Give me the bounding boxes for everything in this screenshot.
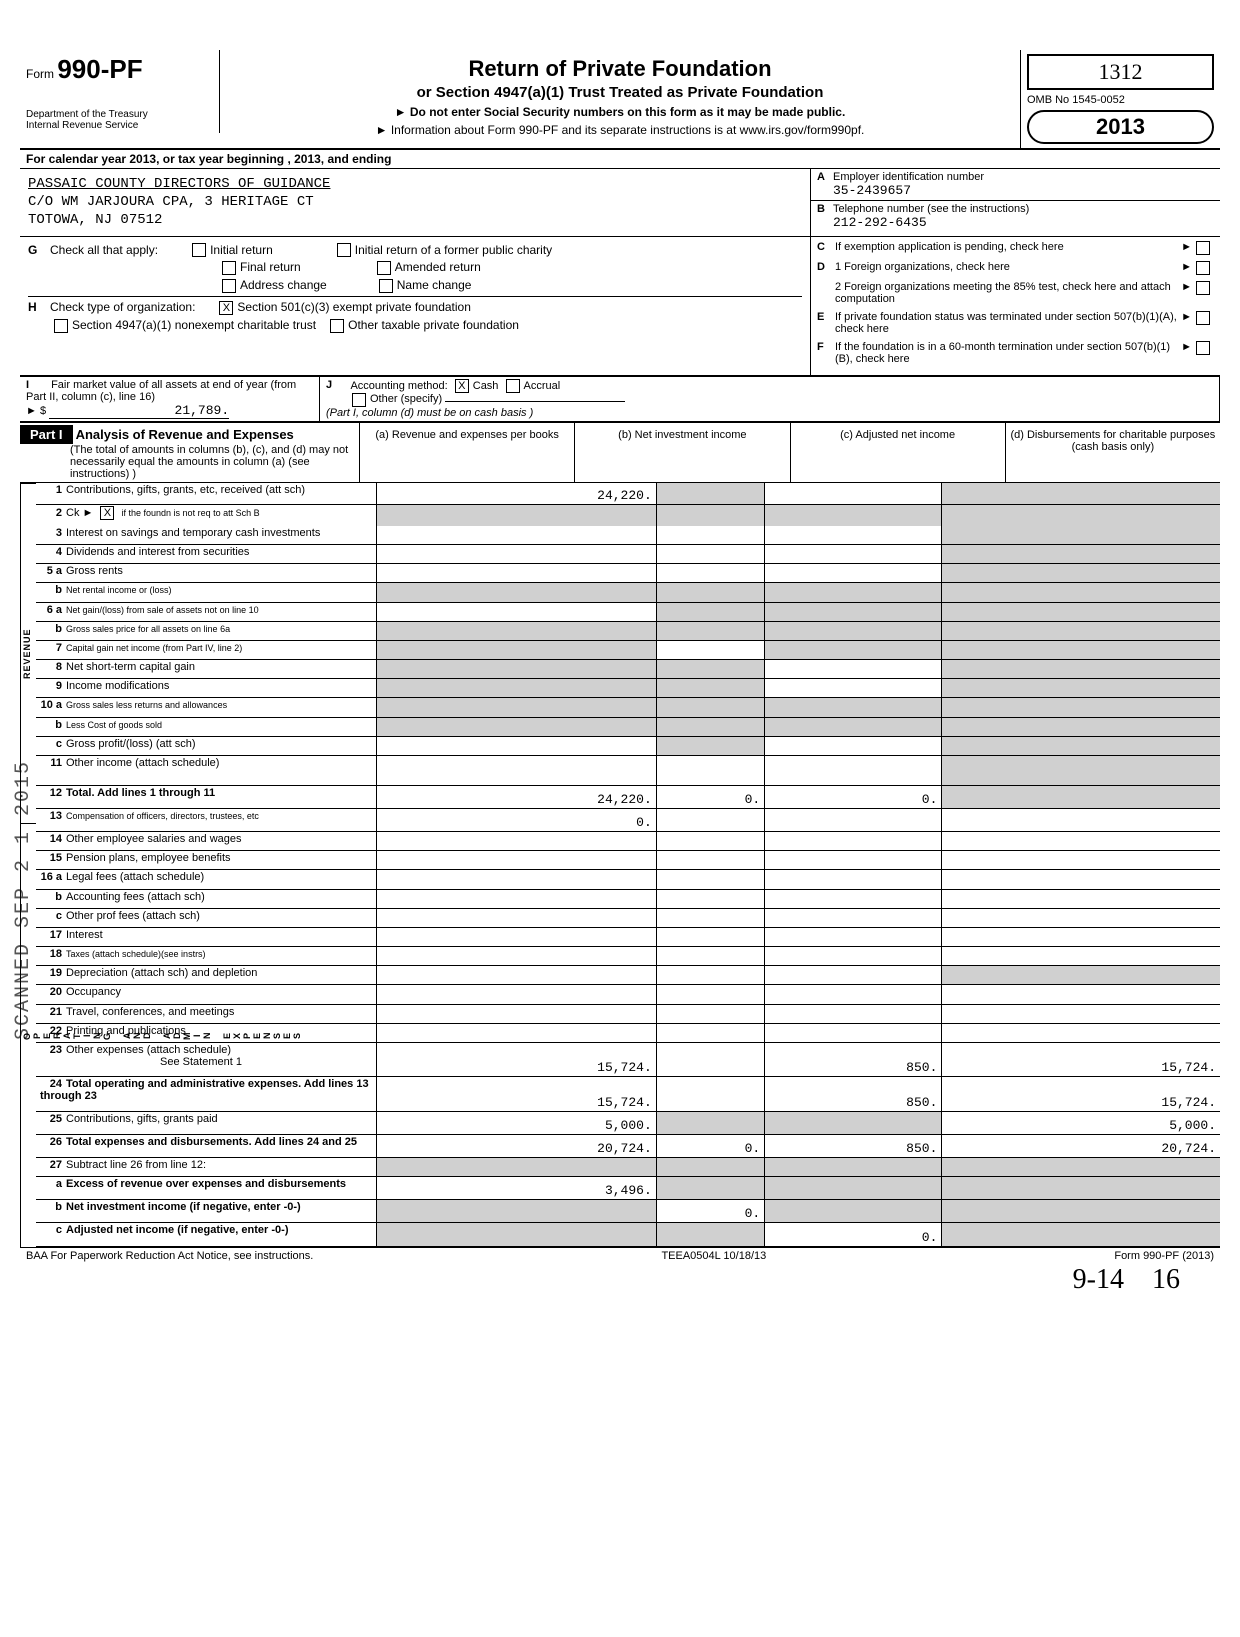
cb-D1[interactable] <box>1196 261 1210 275</box>
fmv-row: I Fair market value of all assets at end… <box>20 376 1220 423</box>
label-I: I <box>26 379 48 391</box>
check-section: G Check all that apply: Initial return I… <box>20 237 1220 376</box>
label-J: J <box>326 379 348 391</box>
label-C: C <box>817 241 835 253</box>
label-H: H <box>28 300 50 314</box>
col-b-head: (b) Net investment income <box>575 423 790 482</box>
form-subtitle: or Section 4947(a)(1) Trust Treated as P… <box>228 84 1012 101</box>
handwritten-bottom: 9-14 16 <box>20 1264 1220 1296</box>
org-name: PASSAIC COUNTY DIRECTORS OF GUIDANCE <box>28 175 802 193</box>
part1-header: Part I Analysis of Revenue and Expenses … <box>20 423 1220 483</box>
cb-other-method[interactable] <box>352 393 366 407</box>
cb-F[interactable] <box>1196 341 1210 355</box>
cb-other-taxable[interactable] <box>330 319 344 333</box>
tel-label: Telephone number (see the instructions) <box>833 203 1214 215</box>
label-A: A <box>817 171 833 198</box>
ein-label: Employer identification number <box>833 171 1214 183</box>
col-a-head: (a) Revenue and expenses per books <box>360 423 575 482</box>
cb-accrual[interactable] <box>506 379 520 393</box>
label-E: E <box>817 311 835 323</box>
form-note1: ► Do not enter Social Security numbers o… <box>228 105 1012 119</box>
cb-final-return[interactable] <box>222 261 236 275</box>
footer-left: BAA For Paperwork Reduction Act Notice, … <box>26 1250 313 1262</box>
vert-opadmin: OPERATING AND ADMIN EXPENSES <box>20 823 36 1247</box>
tel-value: 212-292-6435 <box>833 215 1214 230</box>
label-B: B <box>817 203 833 230</box>
footer: BAA For Paperwork Reduction Act Notice, … <box>20 1247 1220 1264</box>
part1-label: Part I <box>20 425 73 444</box>
form-note2: ► Information about Form 990-PF and its … <box>228 123 1012 137</box>
footer-right: Form 990-PF (2013) <box>1114 1250 1214 1262</box>
dept-line1: Department of the Treasury <box>26 109 213 120</box>
form-label: Form <box>26 67 54 81</box>
ein-value: 35-2439657 <box>833 183 1214 198</box>
part1-desc: (The total of amounts in columns (b), (c… <box>20 444 353 480</box>
part1-title: Analysis of Revenue and Expenses <box>76 427 294 442</box>
cb-initial-former[interactable] <box>337 243 351 257</box>
main-table: 1Contributions, gifts, grants, etc, rece… <box>36 483 1220 1247</box>
col-d-head: (d) Disbursements for charitable purpose… <box>1006 423 1220 482</box>
org-addr2: TOTOWA, NJ 07512 <box>28 211 802 229</box>
omb-number: OMB No 1545-0052 <box>1027 94 1214 106</box>
calendar-year-row: For calendar year 2013, or tax year begi… <box>20 150 1220 169</box>
vert-revenue: REVENUE <box>20 483 36 823</box>
form-header: Form 990-PF Department of the Treasury I… <box>20 50 1220 150</box>
tax-year: 2013 <box>1027 110 1214 144</box>
cb-4947a1[interactable] <box>54 319 68 333</box>
cb-E[interactable] <box>1196 311 1210 325</box>
form-number: 990-PF <box>57 54 142 84</box>
checkH-label: Check type of organization: <box>50 300 195 314</box>
cb-C[interactable] <box>1196 241 1210 255</box>
cb-cash[interactable]: X <box>455 379 469 393</box>
label-F: F <box>817 341 835 353</box>
cb-501c3[interactable]: X <box>219 301 233 315</box>
cb-amended[interactable] <box>377 261 391 275</box>
dept-line2: Internal Revenue Service <box>26 120 213 131</box>
org-info-block: PASSAIC COUNTY DIRECTORS OF GUIDANCE C/O… <box>20 169 1220 237</box>
col-c-head: (c) Adjusted net income <box>791 423 1006 482</box>
cb-D2[interactable] <box>1196 281 1210 295</box>
cb-schB[interactable]: X <box>100 506 114 520</box>
cb-address-change[interactable] <box>222 279 236 293</box>
handwritten-top: 1312 <box>1027 54 1214 90</box>
footer-mid: TEEA0504L 10/18/13 <box>661 1250 766 1262</box>
label-D: D <box>817 261 835 273</box>
cb-name-change[interactable] <box>379 279 393 293</box>
form-title: Return of Private Foundation <box>228 56 1012 82</box>
cb-initial-return[interactable] <box>192 243 206 257</box>
fmv-value: 21,789. <box>49 403 229 419</box>
label-G: G <box>28 243 50 257</box>
checkG-label: Check all that apply: <box>50 243 158 257</box>
org-addr1: C/O WM JARJOURA CPA, 3 HERITAGE CT <box>28 193 802 211</box>
